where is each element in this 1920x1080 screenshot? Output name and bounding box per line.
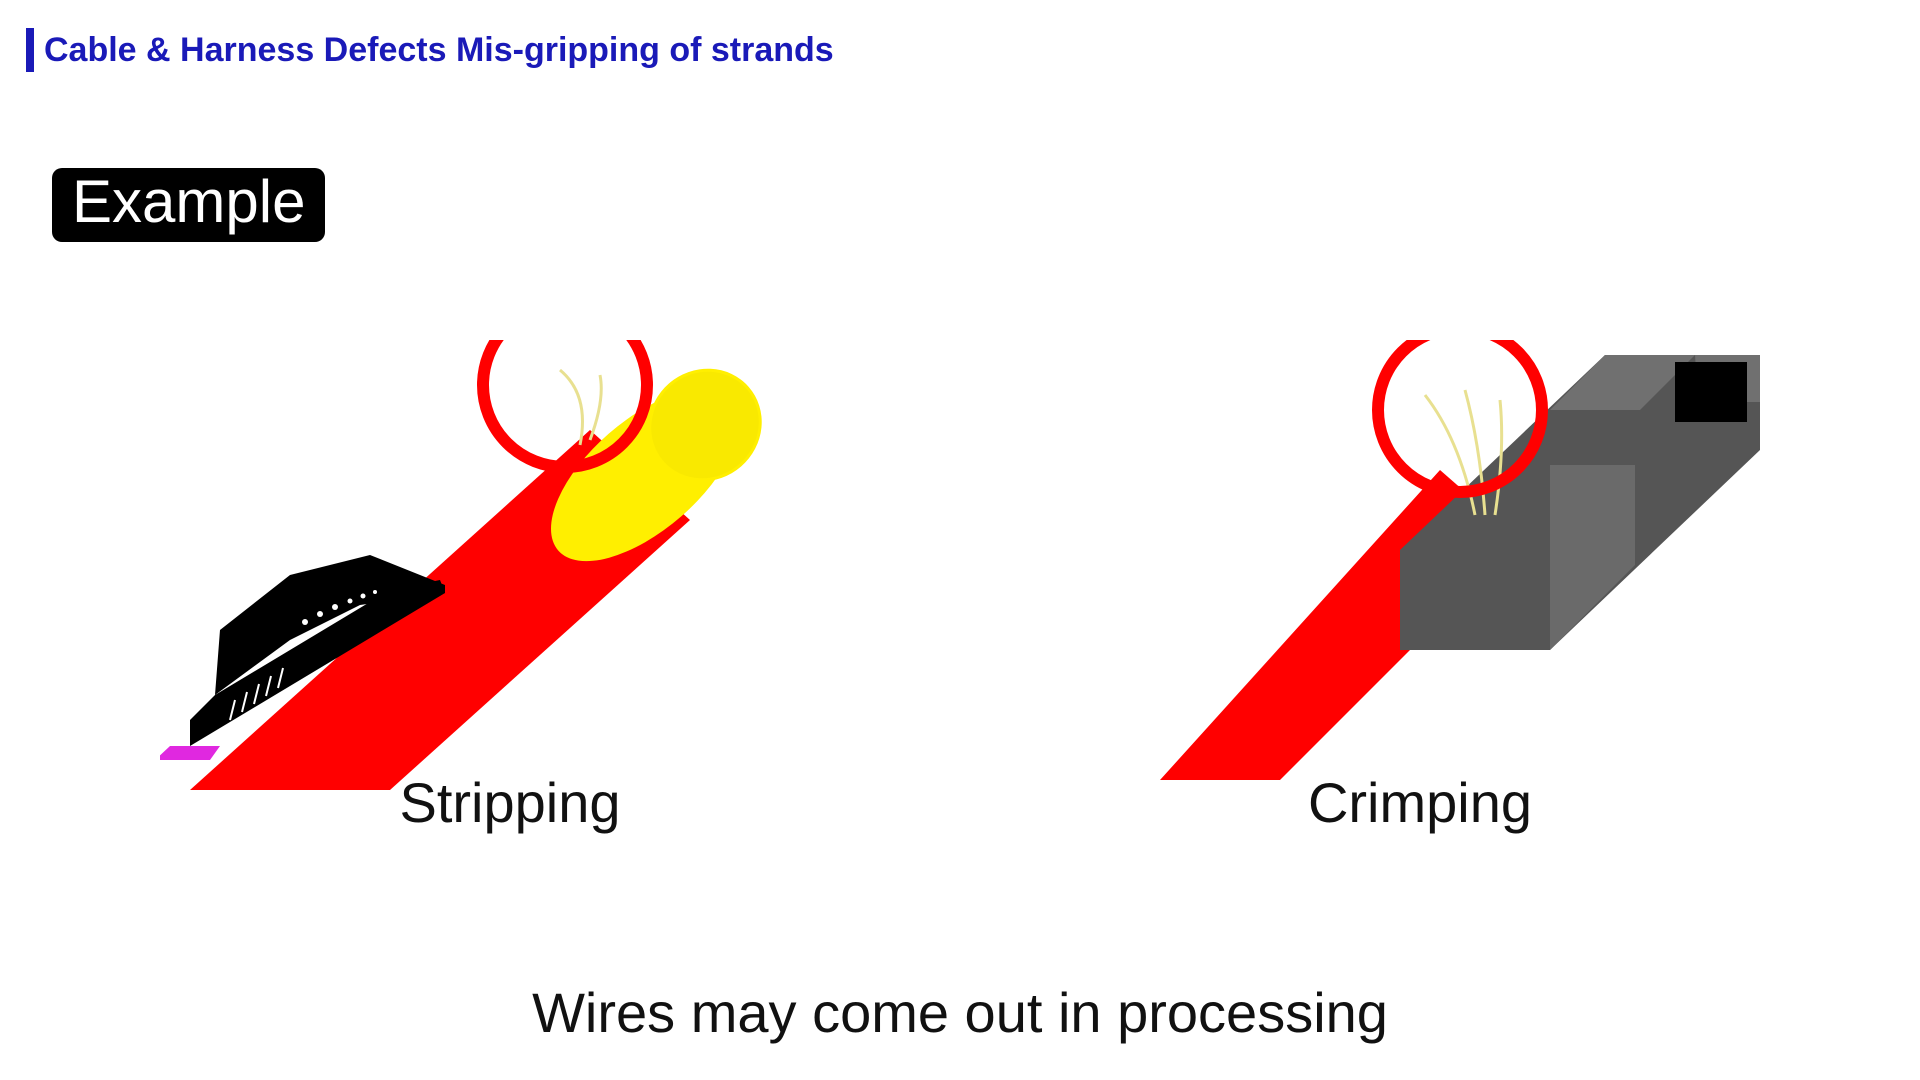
crimp-terminal [1400,355,1760,650]
example-badge: Example [52,168,325,242]
stray-strands [560,370,601,445]
crimping-diagram [1080,340,1780,840]
defect-highlight-circle [483,340,647,467]
page-title: Cable & Harness Defects Mis-gripping of … [26,28,834,72]
page-title-text: Cable & Harness Defects Mis-gripping of … [44,31,834,70]
example-badge-label: Example [72,168,305,235]
crimping-caption: Crimping [1170,770,1670,835]
stripping-caption: Stripping [260,770,760,835]
stripping-diagram [160,340,860,840]
title-accent-bar [26,28,34,72]
footer-caption: Wires may come out in processing [0,980,1920,1045]
defect-highlight-circle [1378,340,1542,492]
diagram-area [0,280,1920,840]
